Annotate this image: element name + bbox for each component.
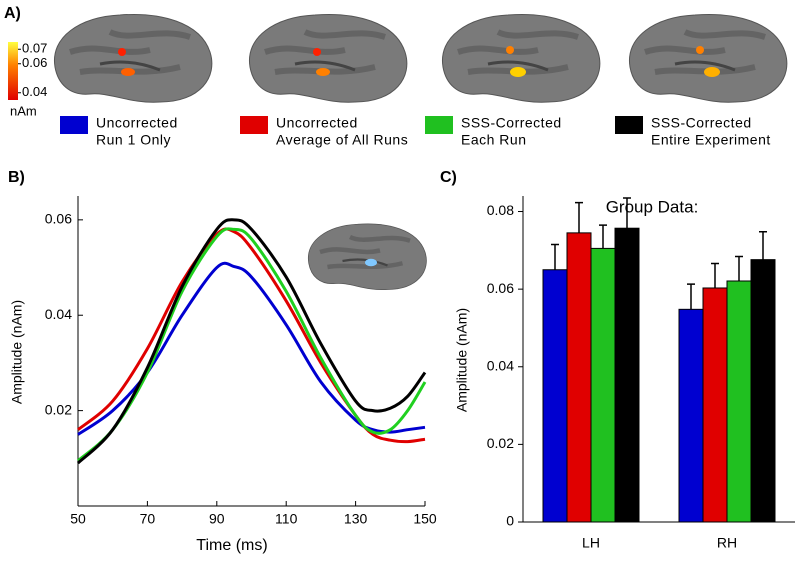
- error-bar: [551, 243, 559, 270]
- bar: [750, 259, 776, 523]
- panel-label: B): [8, 169, 25, 186]
- colorbar-tick-label: 0.04: [22, 84, 47, 99]
- bar: [702, 287, 728, 523]
- y-tick-label: 0.06: [45, 211, 72, 227]
- legend-label: Uncorrected: [276, 115, 358, 131]
- bar: [726, 280, 752, 523]
- error-bar: [759, 230, 767, 260]
- chart-title: Group Data:: [606, 197, 699, 216]
- legend-swatch: [425, 116, 453, 134]
- legend-swatch: [60, 116, 88, 134]
- y-axis-label: Amplitude (nAm): [9, 300, 25, 404]
- bar: [590, 247, 616, 523]
- legend-label: Run 1 Only: [96, 132, 171, 148]
- colorbar-unit: nAm: [10, 103, 37, 118]
- legend-label: Each Run: [461, 132, 526, 148]
- brain-images: [54, 14, 786, 102]
- error-bar: [599, 224, 607, 249]
- y-tick-label: 0.08: [487, 202, 514, 218]
- x-tick-label: 110: [275, 511, 298, 527]
- error-bar: [735, 255, 743, 281]
- x-tick-label: 130: [344, 511, 368, 527]
- x-tick-label: 150: [413, 511, 437, 527]
- legend-label: Entire Experiment: [651, 132, 771, 148]
- error-bar: [623, 197, 631, 229]
- bar: [542, 269, 568, 523]
- y-tick-label: 0: [506, 513, 514, 529]
- x-axis-label: Time (ms): [196, 537, 267, 554]
- y-tick-label: 0.04: [45, 306, 72, 322]
- y-tick-label: 0.02: [45, 401, 72, 417]
- error-bar: [687, 283, 695, 310]
- y-axis-label: Amplitude (nAm): [454, 308, 470, 412]
- bar: [566, 232, 592, 523]
- error-bar: [575, 201, 583, 233]
- x-tick-label: 70: [140, 511, 156, 527]
- line: [76, 218, 427, 465]
- colorbar-tick-label: 0.07: [22, 41, 47, 56]
- colorbar-tick-label: 0.06: [22, 55, 47, 70]
- legend-label: Uncorrected: [96, 115, 178, 131]
- panel-label: A): [4, 5, 21, 22]
- x-tick-label: LH: [582, 535, 600, 551]
- colorbar: [8, 42, 18, 100]
- legend-label: SSS-Corrected: [651, 115, 752, 131]
- x-tick-label: 50: [70, 511, 86, 527]
- legend-label: Average of All Runs: [276, 132, 408, 148]
- panel-label: C): [440, 169, 457, 186]
- bar: [614, 227, 640, 523]
- legend-label: SSS-Corrected: [461, 115, 562, 131]
- x-tick-label: RH: [717, 535, 737, 551]
- y-tick-label: 0.06: [487, 280, 514, 296]
- error-bar: [711, 262, 719, 288]
- x-tick-label: 90: [209, 511, 225, 527]
- bar: [678, 308, 704, 523]
- y-tick-label: 0.04: [487, 357, 514, 373]
- line: [77, 227, 427, 462]
- y-tick-label: 0.02: [487, 435, 514, 451]
- legend-swatch: [240, 116, 268, 134]
- inset-brain: [308, 224, 426, 290]
- legend-swatch: [615, 116, 643, 134]
- line: [77, 227, 426, 444]
